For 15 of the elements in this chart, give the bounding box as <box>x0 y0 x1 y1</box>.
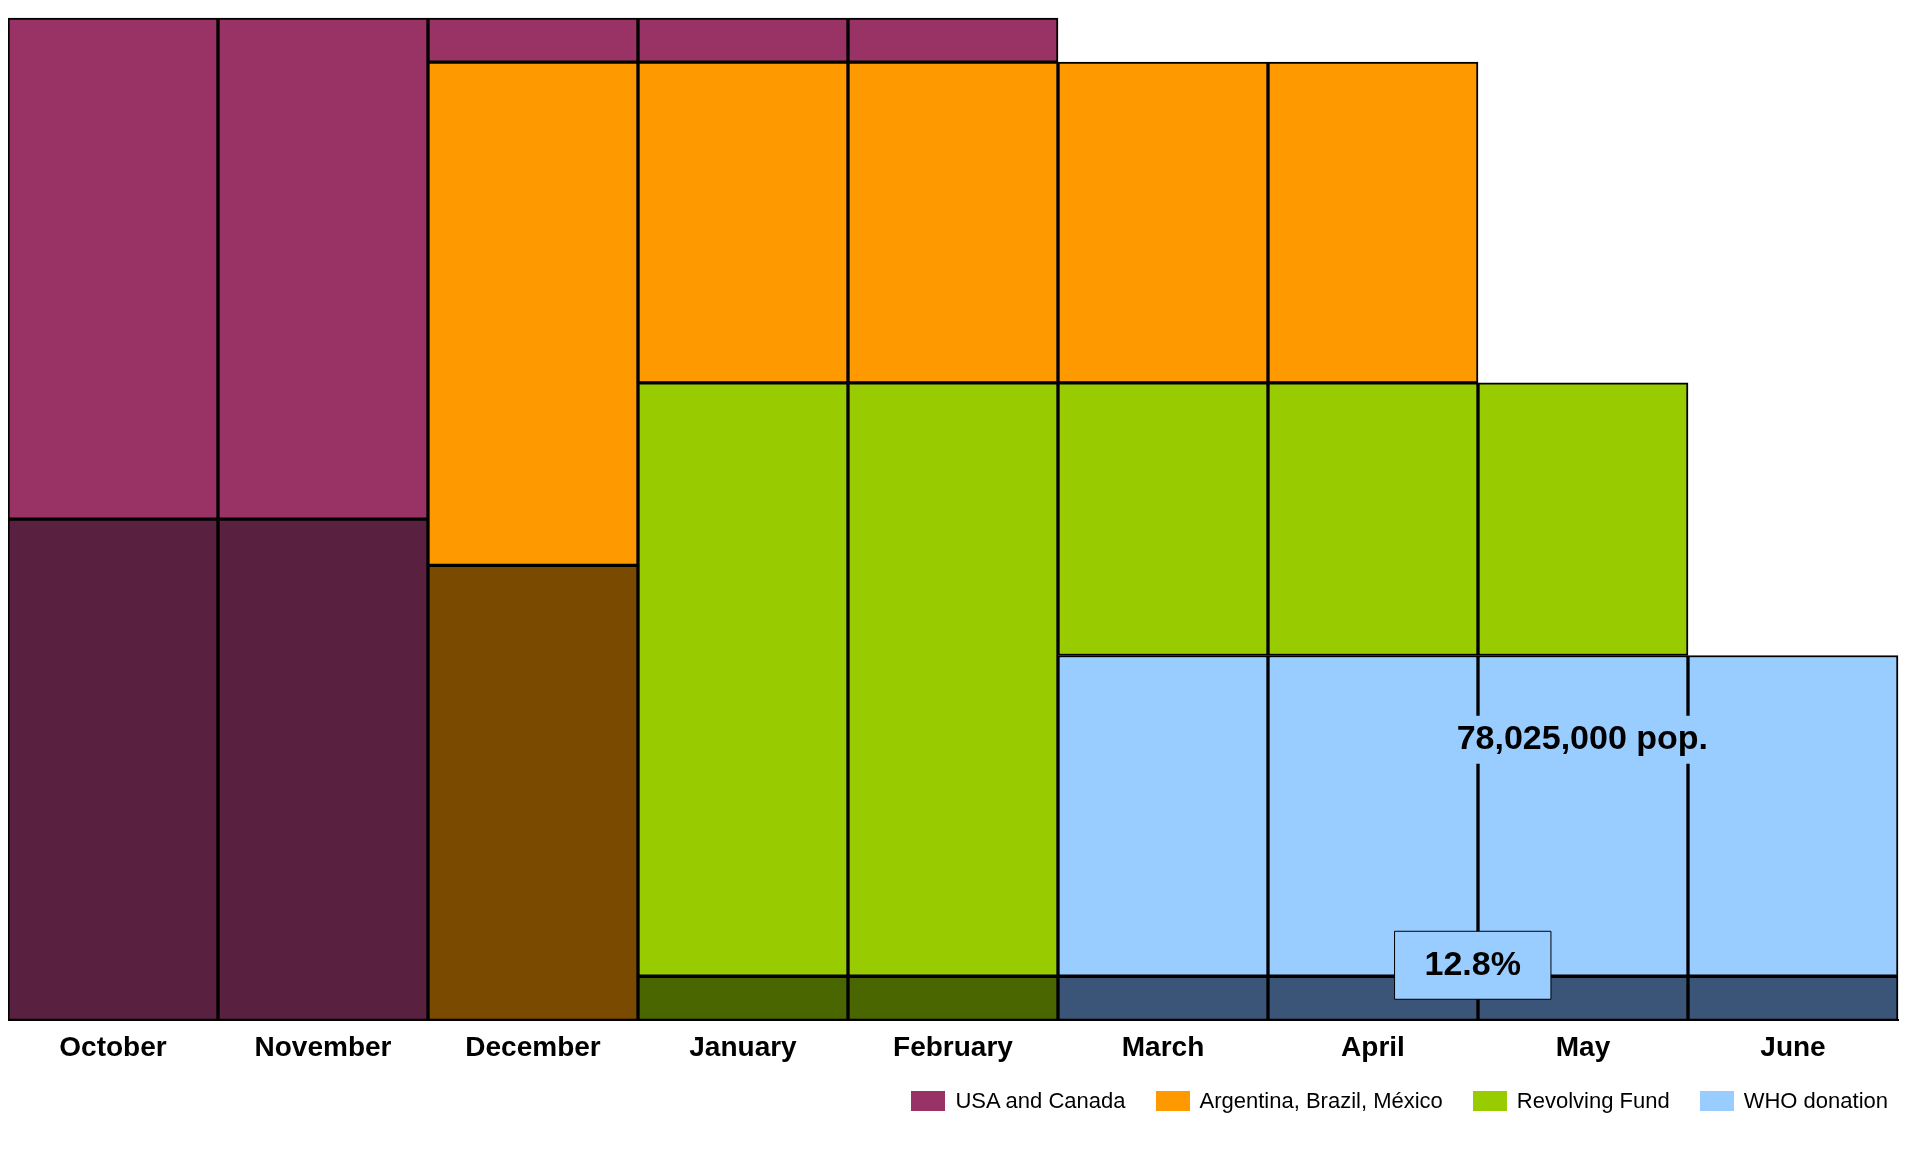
x-tick-label: January <box>689 1030 798 1062</box>
legend-label: Revolving Fund <box>1516 1088 1670 1114</box>
annotation: 78,025,000 pop. <box>1456 718 1709 757</box>
annotation: 12.8% <box>1424 943 1521 982</box>
legend-label: WHO donation <box>1743 1088 1888 1114</box>
x-tick-label: June <box>1760 1030 1826 1062</box>
x-tick-label: December <box>465 1030 601 1062</box>
legend-label: Argentina, Brazil, México <box>1199 1088 1443 1114</box>
x-tick-label: November <box>254 1030 392 1062</box>
x-tick-label: May <box>1555 1030 1611 1062</box>
x-tick-label: October <box>59 1030 167 1062</box>
legend-label: USA and Canada <box>955 1088 1126 1114</box>
x-tick-label: March <box>1121 1030 1205 1062</box>
x-tick-label: February <box>893 1030 1014 1062</box>
x-tick-label: April <box>1341 1030 1405 1062</box>
